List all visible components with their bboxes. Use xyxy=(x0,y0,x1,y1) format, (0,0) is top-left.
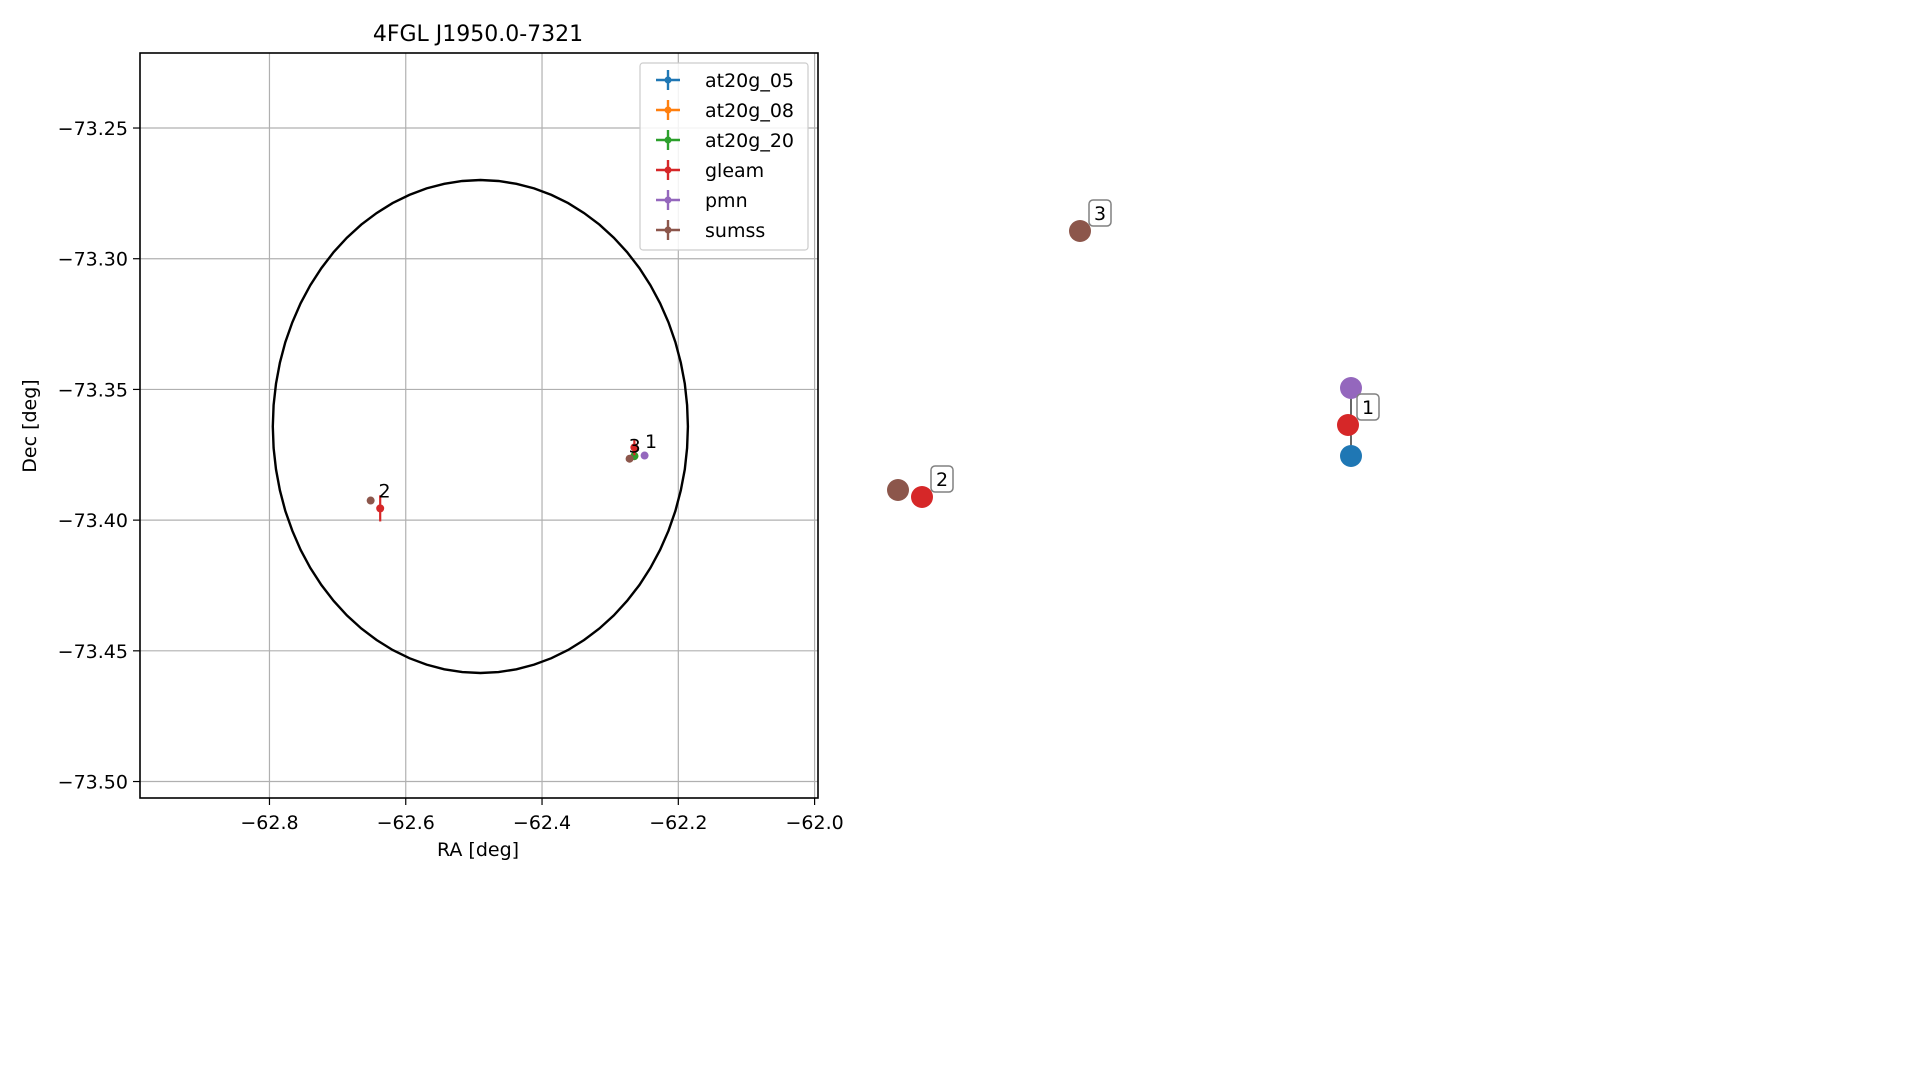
error-ellipse xyxy=(271,178,690,675)
y-tick-label: −73.35 xyxy=(58,379,128,401)
legend-marker-dot xyxy=(664,196,672,204)
legend-label: at20g_20 xyxy=(705,130,794,152)
error-ellipse-outline xyxy=(271,178,690,675)
node-label-box xyxy=(930,465,954,493)
y-axis-label: Dec [deg] xyxy=(19,379,41,472)
legend-label: gleam xyxy=(705,160,764,182)
source-node xyxy=(1337,414,1359,436)
y-tick-label: −73.25 xyxy=(58,118,128,140)
y-tick-label: −73.45 xyxy=(58,641,128,663)
source-node xyxy=(1069,220,1091,242)
source-annotations: 1 2 3 xyxy=(379,431,658,503)
legend-label: pmn xyxy=(705,190,748,212)
legend-box xyxy=(639,62,809,251)
sumss-point xyxy=(366,496,375,505)
chart-title: 4FGL J1950.0-7321 xyxy=(373,22,583,47)
sky-map-plot: 4FGL J1950.0-7321 123 −62.8 −62.6 −62.4 −62… xyxy=(19,22,844,861)
node-label-3: 3 xyxy=(1094,203,1106,225)
legend-label: at20g_05 xyxy=(705,70,794,92)
x-tick-label: −62.2 xyxy=(649,812,707,834)
gleam-point xyxy=(630,443,639,452)
y-tick-label: −73.50 xyxy=(58,772,128,794)
source-association-panel: 3 1 2 xyxy=(887,199,1380,508)
legend-marker-dot xyxy=(664,226,672,234)
source-label-2: 2 xyxy=(379,481,391,503)
y-axis-ticks: −73.25 −73.30 −73.35 −73.40 −73.45 −73.50 xyxy=(58,118,140,794)
x-tick-label: −62.6 xyxy=(377,812,435,834)
x-tick-label: −62.8 xyxy=(240,812,298,834)
y-tick-label: −73.30 xyxy=(58,249,128,271)
legend-marker-dot xyxy=(664,136,672,144)
source-node xyxy=(1340,377,1362,399)
gleam-point xyxy=(376,504,385,513)
legend-marker-dot xyxy=(664,166,672,174)
node-label-box xyxy=(1356,393,1380,421)
source-points xyxy=(366,439,649,522)
node-label-1: 1 xyxy=(1362,397,1374,419)
source-label-3: 3 xyxy=(629,435,641,457)
legend-marker-dot xyxy=(664,106,672,114)
source-nodes: 3 1 2 xyxy=(887,199,1380,508)
x-axis-ticks: −62.8 −62.6 −62.4 −62.2 −62.0 xyxy=(240,798,844,834)
x-tick-label: −62.0 xyxy=(785,812,843,834)
plot-frame xyxy=(139,52,819,799)
source-node xyxy=(1340,445,1362,467)
source-node xyxy=(911,486,933,508)
source-node xyxy=(887,479,909,501)
grid-lines xyxy=(140,53,818,798)
legend-label: sumss xyxy=(705,220,765,242)
node-label-box xyxy=(1088,199,1112,227)
legend-label: at20g_08 xyxy=(705,100,794,122)
legend-marker-dot xyxy=(664,76,672,84)
node-label-2: 2 xyxy=(936,469,948,491)
x-tick-label: −62.4 xyxy=(513,812,571,834)
y-tick-label: −73.40 xyxy=(58,510,128,532)
x-axis-label: RA [deg] xyxy=(437,839,519,861)
sumss-point xyxy=(625,454,634,463)
source-label-1: 1 xyxy=(645,431,657,453)
pmn-point xyxy=(640,451,649,460)
